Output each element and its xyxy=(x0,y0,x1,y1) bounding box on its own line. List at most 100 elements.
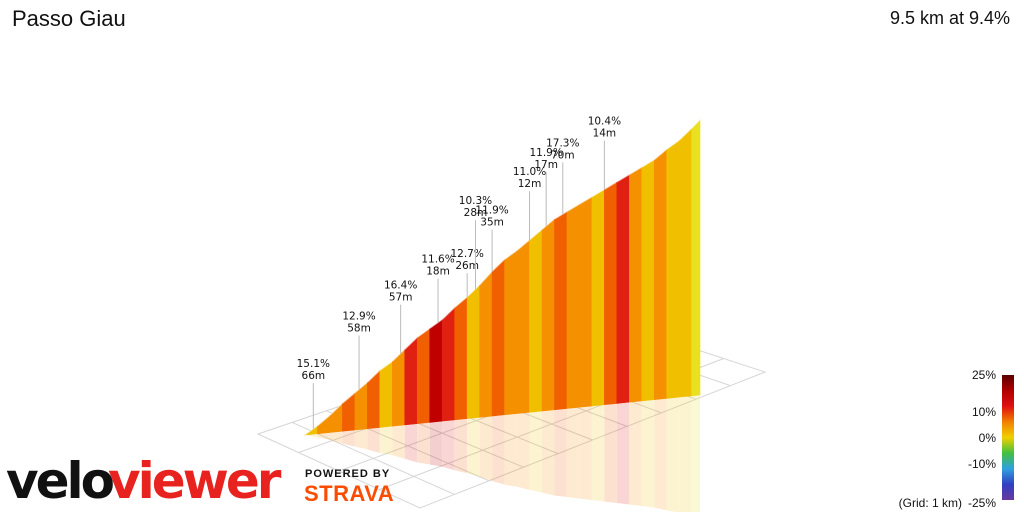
veloviewer-logo: velo viewer xyxy=(6,448,296,510)
profile-top-edge xyxy=(516,239,530,251)
page-title: Passo Giau xyxy=(12,6,126,31)
profile-top-edge xyxy=(304,425,318,436)
reflection-segment xyxy=(354,428,368,450)
profile-top-edge xyxy=(329,403,343,416)
callout-length: 18m xyxy=(426,266,450,278)
powered-by-label: POWERED BY xyxy=(305,468,391,480)
profile-segment xyxy=(429,319,443,423)
legend-colorbar xyxy=(1002,375,1014,500)
reflection-segment xyxy=(679,395,692,512)
profile-top-edge xyxy=(441,307,455,320)
reflection-segment xyxy=(367,427,380,454)
profile-segment xyxy=(591,189,605,407)
reflection-segment xyxy=(317,432,330,441)
profile-top-edge xyxy=(641,159,655,168)
reflection-segment xyxy=(641,399,655,508)
profile-top-edge xyxy=(342,392,356,404)
profile-top-edge xyxy=(591,189,605,198)
reflection-segment xyxy=(529,411,542,493)
profile-top-edge xyxy=(616,174,630,183)
profile-top-edge xyxy=(654,149,667,161)
reflection-segment xyxy=(654,398,667,511)
profile-segment xyxy=(504,250,518,416)
reflection-segment xyxy=(379,426,393,456)
reflection-segment xyxy=(467,417,480,477)
reflection-segment xyxy=(554,408,567,497)
profile-top-edge xyxy=(379,361,393,371)
legend-tick-label: 10% xyxy=(972,405,996,419)
climb-summary: 9.5 km at 9.4% xyxy=(889,8,1010,28)
callout-length: 58m xyxy=(347,323,371,335)
profile-segment xyxy=(491,258,505,417)
profile-top-edge xyxy=(404,337,418,350)
profile-top-edge xyxy=(392,349,406,362)
profile-top-edge xyxy=(678,128,692,141)
profile-segment xyxy=(641,159,655,402)
callout-gradient: 11.9% xyxy=(529,147,562,159)
callout-length: 28m xyxy=(464,207,488,219)
reflection-segment xyxy=(342,429,355,447)
profile-top-edge xyxy=(317,415,331,427)
profile-top-edge xyxy=(354,382,368,394)
profile-top-edge xyxy=(629,167,642,176)
profile-top-edge xyxy=(554,211,568,220)
reflection-segment xyxy=(542,409,555,496)
profile-segment xyxy=(529,229,543,413)
callout-gradient: 11.6% xyxy=(421,254,454,266)
profile-segment xyxy=(666,139,680,399)
profile-reflection xyxy=(305,395,700,512)
profile-top-edge xyxy=(666,140,680,150)
strava-logo: STRAVA xyxy=(304,481,395,506)
callout-length: 26m xyxy=(455,260,479,272)
reflection-segment xyxy=(566,407,580,499)
profile-segment xyxy=(653,148,668,400)
profile-segment xyxy=(554,211,568,411)
legend-tick-label: 0% xyxy=(979,431,997,445)
reflection-segment xyxy=(616,402,630,505)
logo-velo: velo xyxy=(6,452,114,510)
reflection-segment xyxy=(591,404,605,502)
profile-top-edge xyxy=(454,296,468,308)
reflection-segment xyxy=(504,413,518,487)
callout-length: 12m xyxy=(518,178,542,190)
callout-gradient: 12.9% xyxy=(342,311,375,323)
profile-segment xyxy=(441,306,455,422)
profile-segment xyxy=(466,284,480,419)
profile-top-edge xyxy=(479,271,493,286)
reflection-segment xyxy=(691,395,700,512)
profile-top-edge xyxy=(429,319,443,329)
reflection-segment xyxy=(629,400,642,506)
profile-segment xyxy=(479,270,493,418)
legend-tick-label: -10% xyxy=(968,457,996,471)
profile-segment xyxy=(541,218,555,412)
profile-top-edge xyxy=(491,259,505,272)
logo-viewer: viewer xyxy=(108,452,282,510)
reflection-segment xyxy=(429,421,443,467)
profile-top-edge xyxy=(541,218,555,231)
reflection-segment xyxy=(479,416,493,482)
callout-length: 35m xyxy=(480,217,504,229)
profile-top-edge xyxy=(367,370,381,383)
reflection-segment xyxy=(417,422,430,465)
gradient-callouts: 15.1%66m 12.9%58m 16.4%57m 11.6%18m12.7%26m… xyxy=(297,116,621,430)
callout-length: 66m xyxy=(302,370,326,382)
profile-segment xyxy=(616,174,630,404)
profile-segment xyxy=(354,381,368,431)
profile-segment xyxy=(691,119,701,397)
reflection-segment xyxy=(329,431,343,444)
profile-segment xyxy=(392,348,406,427)
callout-gradient: 10.3% xyxy=(459,195,492,207)
profile-top-edge xyxy=(504,250,518,260)
profile-segment xyxy=(416,328,431,424)
reflection-segment xyxy=(392,424,405,459)
profile-segment xyxy=(566,203,580,409)
reflection-segment xyxy=(492,414,505,485)
legend-tick-label: -25% xyxy=(968,496,996,510)
profile-segment xyxy=(604,181,618,406)
reflection-segment xyxy=(454,418,468,474)
legend-tick-label: 25% xyxy=(972,368,996,382)
reflection-segment xyxy=(442,419,455,471)
profile-segment xyxy=(404,336,418,426)
profile-segment xyxy=(678,127,692,398)
